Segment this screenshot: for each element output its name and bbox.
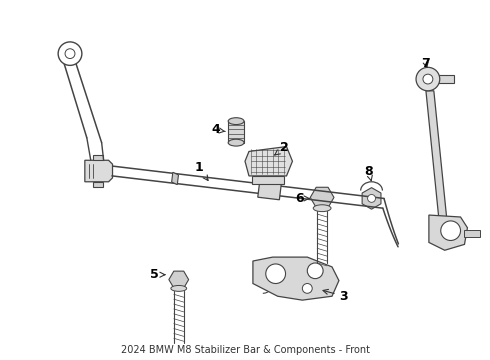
Polygon shape [245,147,293,176]
Circle shape [441,221,461,240]
Circle shape [302,284,312,293]
Polygon shape [85,160,113,182]
Polygon shape [438,75,454,83]
Polygon shape [429,215,467,250]
Polygon shape [465,230,480,237]
Ellipse shape [171,285,187,291]
Text: 8: 8 [364,165,373,181]
Ellipse shape [228,118,244,125]
Polygon shape [93,156,102,160]
Text: 1: 1 [194,161,208,180]
Text: 6: 6 [295,192,310,205]
Polygon shape [258,180,281,200]
Circle shape [65,49,75,59]
Circle shape [368,194,375,202]
Ellipse shape [313,205,331,212]
Text: 2: 2 [275,141,289,155]
Text: 7: 7 [421,57,430,70]
Polygon shape [426,91,447,218]
Circle shape [416,67,440,91]
Text: 4: 4 [211,123,225,136]
Polygon shape [253,257,339,300]
Circle shape [307,263,323,279]
Circle shape [58,42,82,66]
Polygon shape [172,172,178,185]
Polygon shape [93,182,102,187]
Circle shape [266,264,286,284]
Circle shape [423,74,433,84]
Text: 5: 5 [149,268,165,281]
Polygon shape [252,176,284,184]
Bar [228,121,244,143]
Text: 3: 3 [323,289,348,303]
Text: 2024 BMW M8 Stabilizer Bar & Components - Front: 2024 BMW M8 Stabilizer Bar & Components … [121,345,369,355]
Ellipse shape [228,139,244,146]
